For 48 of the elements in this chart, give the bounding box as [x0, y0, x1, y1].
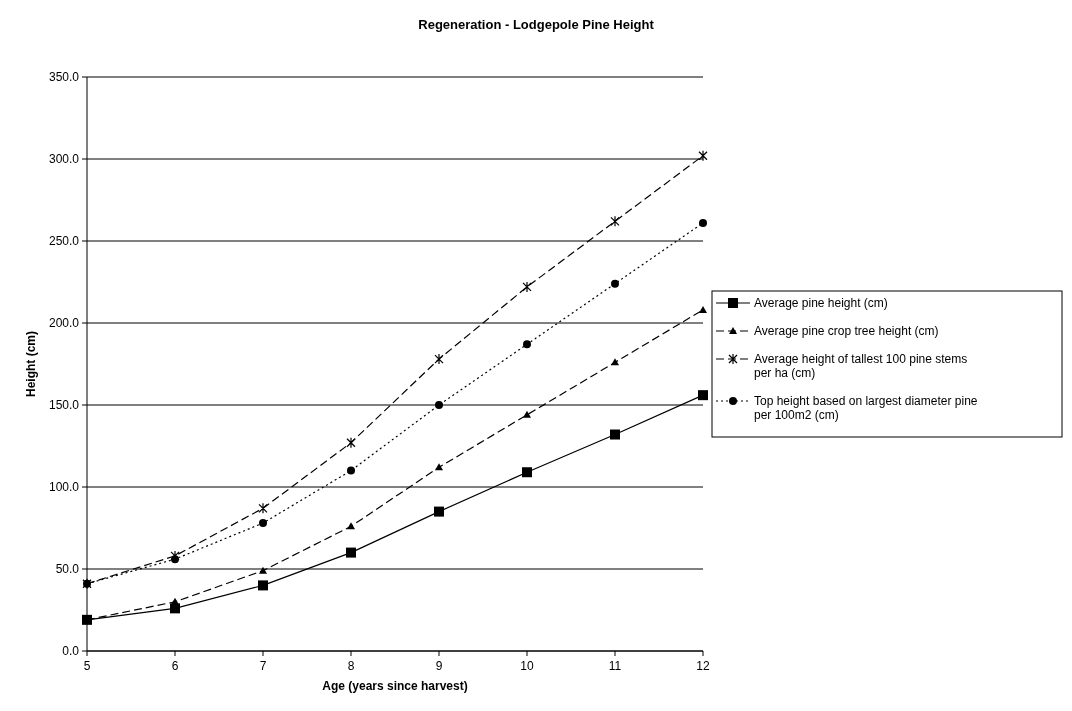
point: [522, 467, 532, 478]
point: [522, 281, 532, 293]
y-tick-label: 250.0: [48, 234, 80, 248]
y-tick-label: 100.0: [48, 480, 80, 494]
point: [346, 547, 356, 558]
point: [698, 390, 708, 401]
y-tick-label: 150.0: [48, 398, 80, 412]
y-tick-label: 50.0: [55, 562, 80, 576]
point: [259, 566, 267, 574]
x-tick-label: 11: [608, 659, 622, 673]
point: [435, 401, 443, 409]
x-tick-label: 6: [171, 659, 179, 673]
x-tick-label: 8: [347, 659, 355, 673]
point: [171, 555, 179, 564]
x-tick-label: 10: [520, 659, 534, 673]
point: [346, 437, 356, 449]
y-tick-label: 200.0: [48, 316, 80, 330]
point: [347, 522, 355, 530]
y-axis-title: Height (cm): [24, 331, 38, 397]
x-tick-label: 9: [435, 659, 443, 673]
point: [611, 358, 619, 366]
point: [434, 506, 444, 517]
point: [610, 215, 620, 227]
point: [258, 580, 268, 591]
point: [259, 519, 267, 528]
x-tick-label: 12: [696, 659, 710, 673]
point: [347, 466, 355, 475]
point: [699, 305, 707, 313]
legend-label: Average height of tallest 100 pine stems per ha (cm): [754, 352, 968, 380]
point: [523, 410, 531, 418]
y-tick-label: 350.0: [48, 70, 80, 84]
x-tick-label: 7: [259, 659, 267, 673]
y-tick-label: 0.0: [62, 644, 80, 658]
legend-label: Average pine height (cm): [754, 296, 888, 310]
point: [699, 218, 707, 227]
legend-label: Top height based on largest diameter pine per 100m2 (cm): [754, 394, 978, 422]
y-tick-label: 300.0: [48, 152, 80, 166]
x-tick-label: 5: [83, 659, 91, 673]
point: [435, 463, 443, 471]
point: [258, 502, 268, 514]
point: [171, 597, 179, 605]
point: [610, 429, 620, 440]
chart-title: Regeneration - Lodgepole Pine Height: [418, 17, 655, 32]
point: [523, 340, 531, 349]
x-axis-title: Age (years since harvest): [322, 679, 468, 693]
point: [434, 353, 444, 365]
legend-label: Average pine crop tree height (cm): [754, 324, 939, 338]
point: [611, 279, 619, 288]
